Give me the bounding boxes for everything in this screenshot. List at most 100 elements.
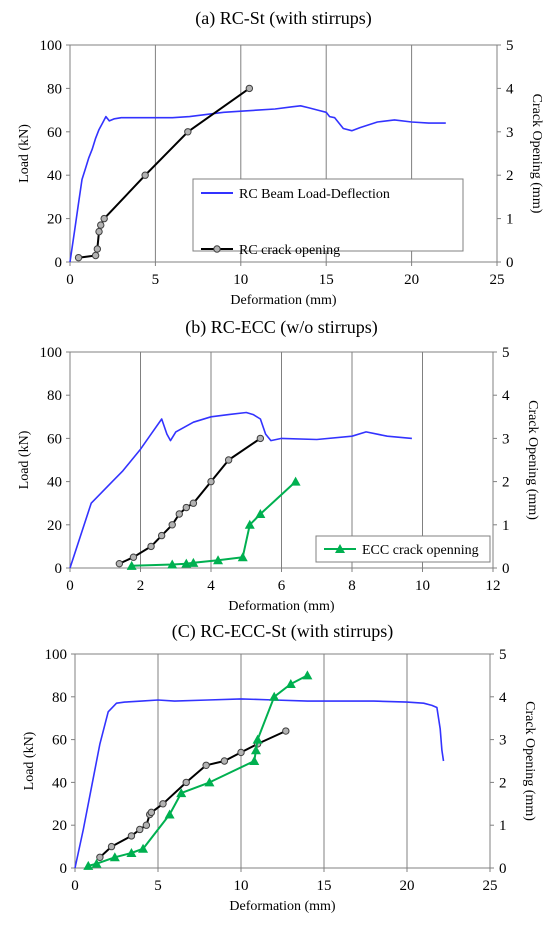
data-point xyxy=(182,503,191,512)
y-axis-label: Load (kN) xyxy=(17,430,32,489)
y2-tick-label: 5 xyxy=(502,345,510,361)
y-tick-label: 40 xyxy=(47,475,62,491)
data-point xyxy=(237,552,248,562)
data-point xyxy=(168,521,176,529)
data-point xyxy=(74,253,83,262)
x-axis-label: Deformation (mm) xyxy=(229,899,335,914)
y-tick-label: 80 xyxy=(47,81,62,97)
plot-frame xyxy=(69,351,494,569)
data-point xyxy=(184,128,192,136)
x-tick-label: 2 xyxy=(137,578,145,594)
x-tick-label: 4 xyxy=(207,578,215,594)
data-point xyxy=(290,476,301,486)
x-tick-label: 12 xyxy=(486,578,501,594)
y2-tick-label: 5 xyxy=(499,647,507,663)
data-point xyxy=(93,245,102,253)
y-tick-label: 20 xyxy=(47,212,62,228)
series-line xyxy=(88,674,308,867)
data-point xyxy=(83,860,94,870)
y-tick-label: 60 xyxy=(52,733,67,749)
y2-tick-label: 5 xyxy=(506,38,514,54)
data-point xyxy=(256,434,265,443)
y2-tick-label: 1 xyxy=(506,212,514,228)
data-point xyxy=(138,843,149,853)
data-point xyxy=(213,555,224,565)
y2-tick-label: 3 xyxy=(506,125,514,141)
legend-box xyxy=(192,178,464,252)
data-point xyxy=(91,251,100,260)
y2-axis-label: Crack Opening (mm) xyxy=(522,701,537,821)
data-point xyxy=(95,227,103,236)
y-tick-label: 20 xyxy=(47,518,62,534)
data-point xyxy=(107,842,116,851)
data-point xyxy=(249,756,260,765)
data-point xyxy=(91,858,102,868)
data-point xyxy=(181,558,192,568)
data-point xyxy=(157,531,166,540)
y-tick-label: 60 xyxy=(47,431,62,447)
data-point xyxy=(96,853,104,861)
y-tick-label: 100 xyxy=(40,38,63,54)
y2-tick-label: 2 xyxy=(506,168,514,184)
series-line xyxy=(74,698,445,869)
y2-tick-label: 0 xyxy=(506,255,514,271)
legend-label: RC Beam Load-Deflection xyxy=(239,187,390,202)
y-tick-label: 20 xyxy=(52,818,67,834)
data-point xyxy=(237,748,245,757)
data-point xyxy=(100,214,108,223)
plot-frame xyxy=(74,653,491,869)
y-tick-label: 80 xyxy=(47,388,62,404)
y2-axis-label: Crack Opening (mm) xyxy=(529,94,544,214)
y2-tick-label: 4 xyxy=(502,388,510,404)
data-point xyxy=(136,825,144,834)
data-point xyxy=(189,499,198,507)
data-point xyxy=(164,809,175,819)
data-point xyxy=(115,559,124,568)
y2-tick-label: 4 xyxy=(499,690,507,706)
chart-title: (b) RC-ECC (w/o stirrups) xyxy=(185,317,378,338)
x-tick-label: 5 xyxy=(152,272,160,288)
data-point xyxy=(129,553,138,561)
data-point xyxy=(244,519,255,529)
x-tick-label: 20 xyxy=(404,272,419,288)
y-tick-label: 100 xyxy=(45,647,68,663)
data-point xyxy=(202,761,210,769)
data-point xyxy=(141,171,149,179)
x-tick-label: 8 xyxy=(348,578,356,594)
legend-marker xyxy=(213,245,221,253)
data-point xyxy=(220,757,229,765)
legend-label: RC crack opening xyxy=(239,243,340,258)
data-point xyxy=(176,788,187,798)
x-tick-label: 10 xyxy=(415,578,430,594)
y-tick-label: 0 xyxy=(55,561,63,577)
y-tick-label: 0 xyxy=(55,255,63,271)
y2-tick-label: 1 xyxy=(502,518,510,534)
data-point xyxy=(269,691,280,701)
y2-tick-label: 4 xyxy=(506,81,514,97)
x-tick-label: 10 xyxy=(234,878,249,894)
y-tick-label: 60 xyxy=(47,125,62,141)
chart-title: (a) RC-St (with stirrups) xyxy=(195,8,371,29)
y2-tick-label: 2 xyxy=(502,475,510,491)
y2-tick-label: 3 xyxy=(502,431,510,447)
data-point xyxy=(167,559,178,569)
y2-tick-label: 2 xyxy=(499,775,507,791)
y-axis-label: Load (kN) xyxy=(17,124,32,183)
y-tick-label: 80 xyxy=(52,690,67,706)
y2-axis-label: Crack Opening (mm) xyxy=(525,400,540,520)
plot-frame xyxy=(69,44,498,263)
x-axis-label: Deformation (mm) xyxy=(230,293,336,308)
data-point xyxy=(175,510,183,518)
x-tick-label: 5 xyxy=(154,878,162,894)
data-point xyxy=(282,727,290,735)
series-line xyxy=(69,411,412,569)
x-tick-label: 0 xyxy=(66,272,74,288)
y-tick-label: 100 xyxy=(40,345,63,361)
x-tick-label: 0 xyxy=(66,578,74,594)
x-tick-label: 15 xyxy=(317,878,332,894)
y-axis-label: Load (kN) xyxy=(22,731,37,790)
data-point xyxy=(97,221,105,229)
y2-tick-label: 1 xyxy=(499,818,507,834)
x-tick-label: 15 xyxy=(319,272,334,288)
x-tick-label: 0 xyxy=(71,878,79,894)
